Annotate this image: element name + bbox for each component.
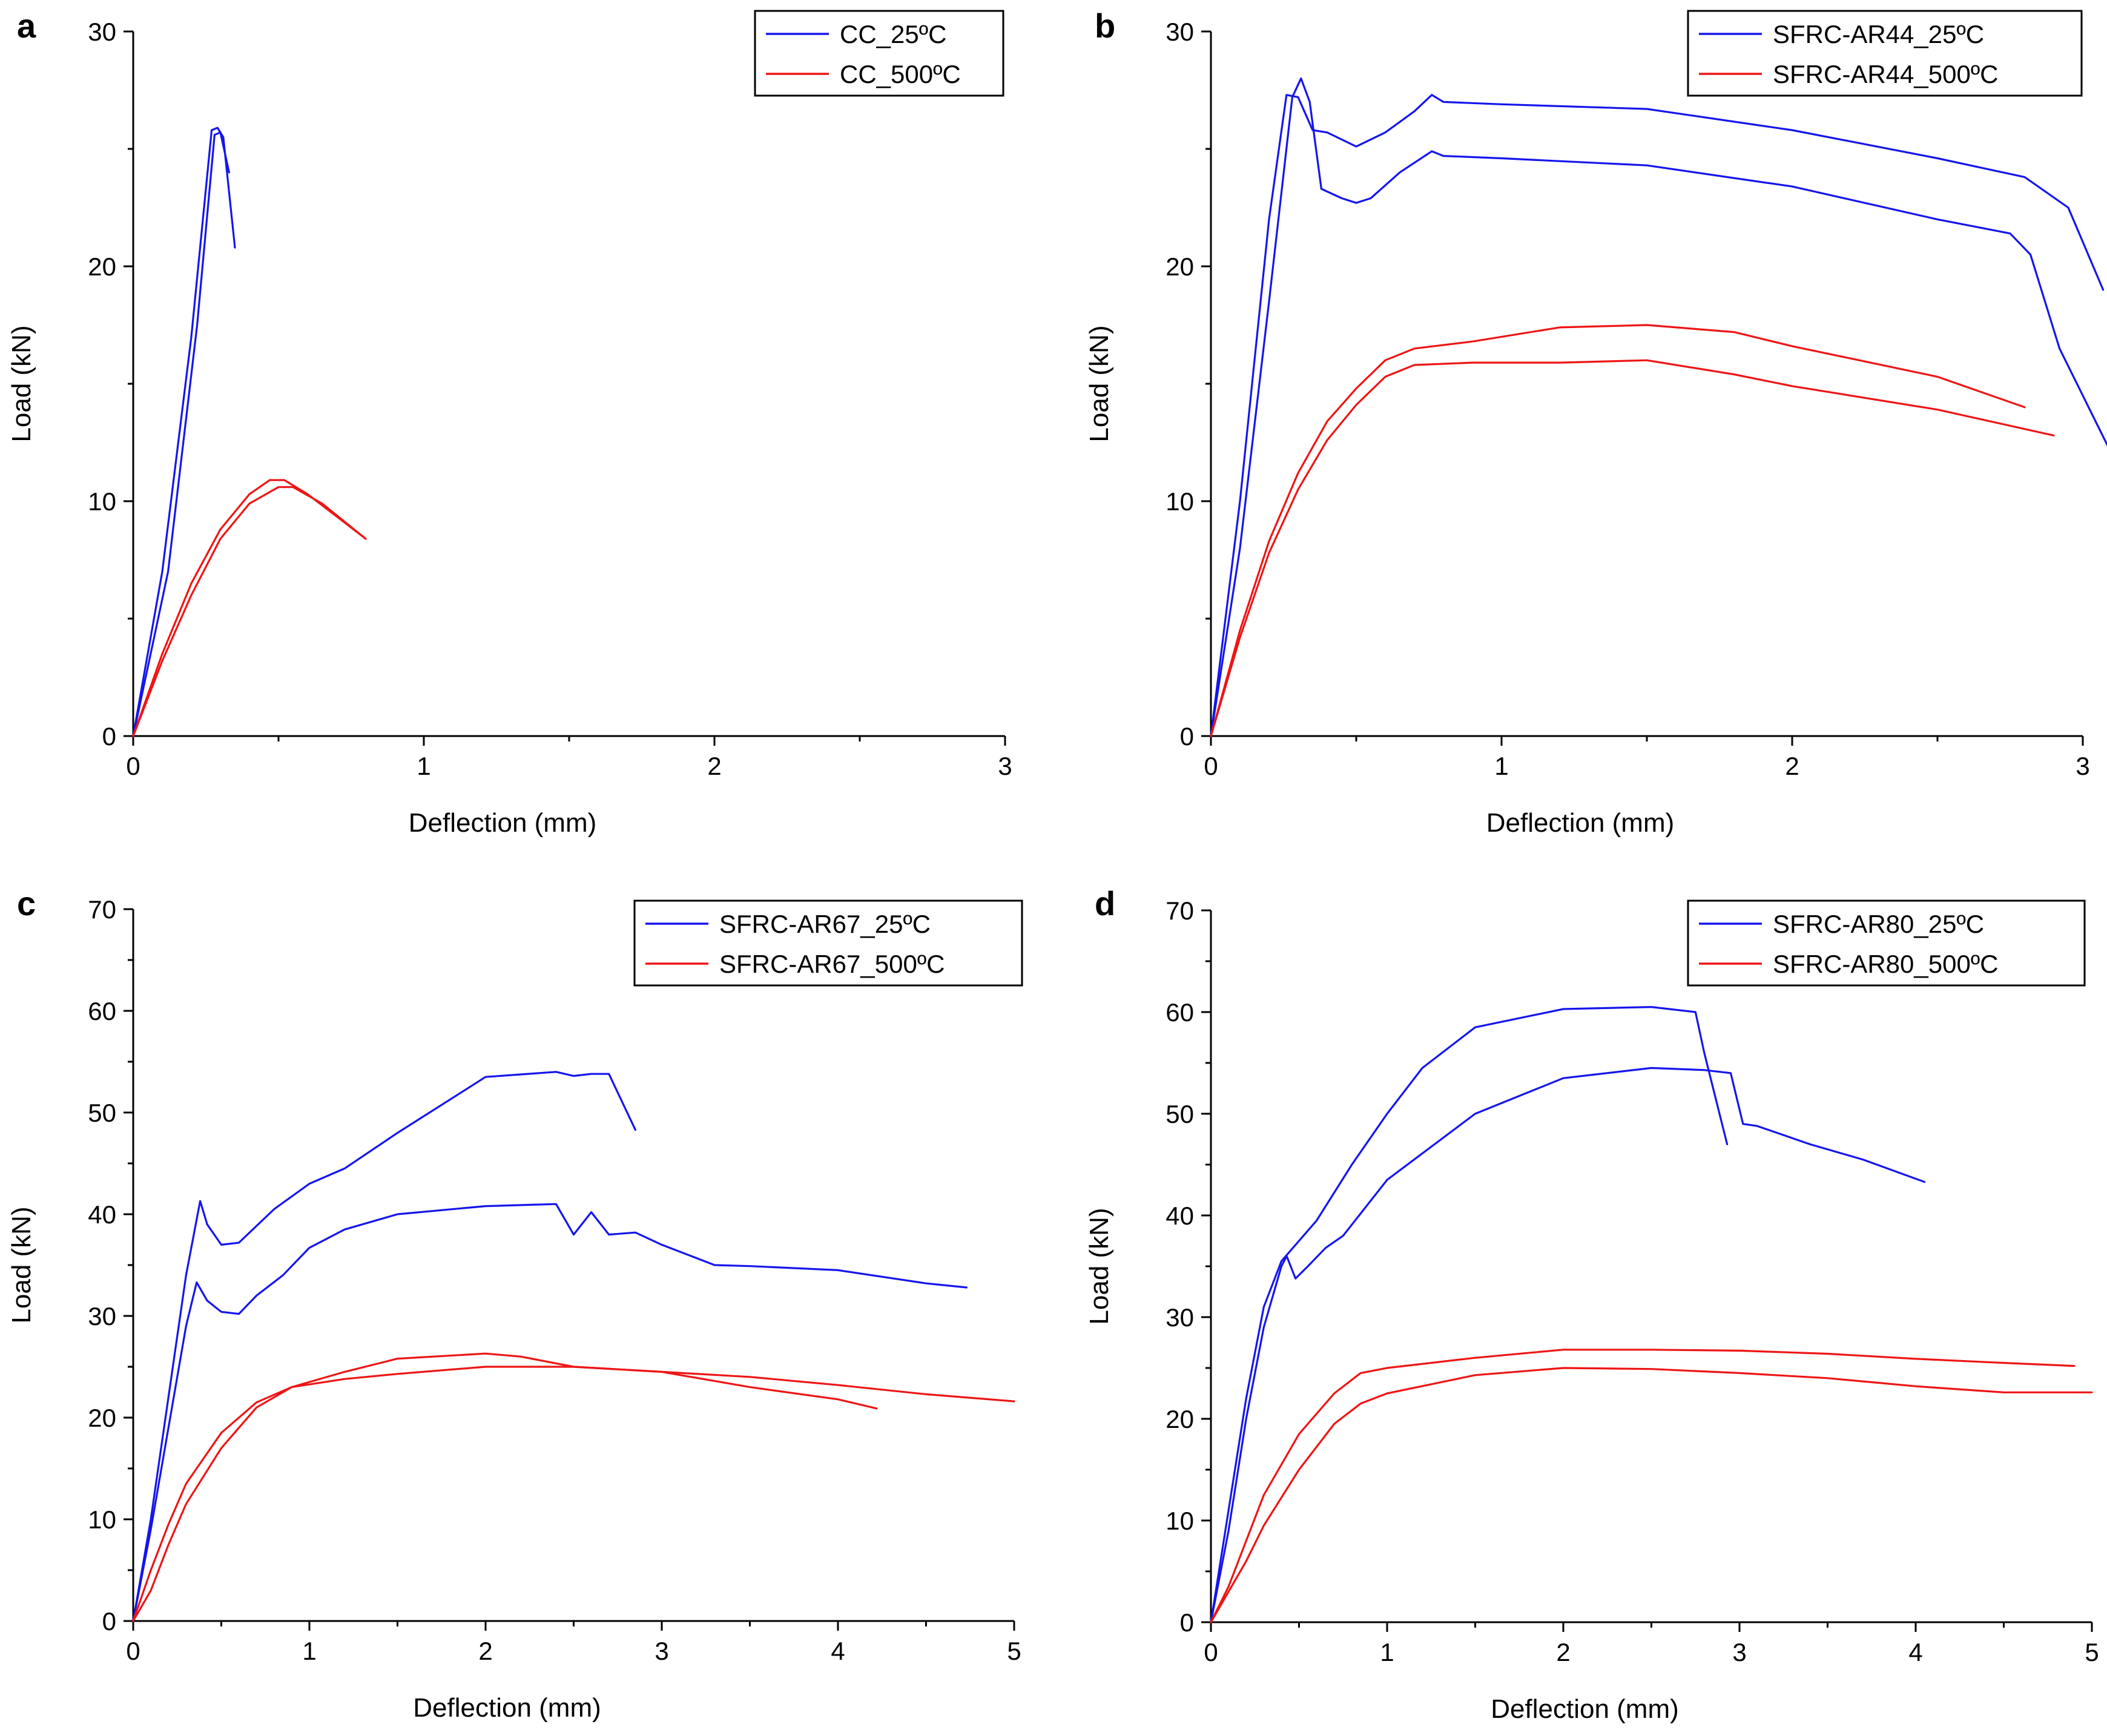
x-tick-label: 0	[126, 752, 140, 780]
y-tick-label: 60	[88, 997, 116, 1025]
y-axis-title: Load (kN)	[1084, 1208, 1114, 1324]
series-line	[1210, 1349, 2076, 1623]
series-line	[132, 479, 367, 737]
y-tick-label: 20	[88, 1404, 116, 1432]
series-line	[1210, 324, 2026, 737]
legend: SFRC-AR44_25ºC SFRC-AR44_500ºC	[1687, 10, 2083, 97]
x-tick-label: 5	[2085, 1638, 2099, 1666]
y-tick-label: 20	[1166, 1405, 1194, 1433]
x-tick-label: 3	[1732, 1638, 1746, 1666]
series-line	[1210, 359, 2055, 737]
x-tick-label: 0	[126, 1637, 140, 1665]
legend-label: SFRC-AR67_500ºC	[719, 950, 945, 978]
y-tick-label: 0	[102, 1607, 116, 1636]
series-line	[132, 131, 230, 737]
x-tick-label: 2	[707, 752, 721, 780]
y-tick-label: 0	[1180, 1608, 1194, 1637]
x-tick-label: 2	[1785, 752, 1799, 780]
series-line	[132, 1366, 1015, 1622]
y-tick-label: 40	[88, 1200, 116, 1229]
legend-box	[633, 899, 1023, 987]
panel-letter-a: a	[17, 7, 36, 45]
legend-label: SFRC-AR44_25ºC	[1773, 20, 1984, 48]
series-line	[132, 486, 367, 737]
x-tick-label: 2	[478, 1637, 492, 1665]
y-tick-label: 20	[88, 252, 116, 281]
y-tick-label: 30	[88, 18, 116, 46]
y-tick-label: 10	[1166, 487, 1194, 516]
legend-label: SFRC-AR80_500ºC	[1773, 950, 1998, 978]
y-axis-title: Load (kN)	[1084, 325, 1114, 442]
x-axis-title: Deflection (mm)	[409, 808, 597, 838]
series-line	[1210, 1005, 1729, 1623]
legend-box	[754, 10, 1004, 97]
y-tick-label: 30	[88, 1302, 116, 1330]
x-tick-label: 0	[1204, 752, 1218, 780]
y-tick-label: 70	[88, 895, 116, 924]
series-line	[132, 1203, 968, 1622]
y-tick-label: 30	[1166, 1303, 1194, 1332]
x-tick-label: 1	[302, 1637, 316, 1665]
y-tick-label: 30	[1166, 18, 1194, 46]
y-tick-label: 50	[1166, 1100, 1194, 1128]
y-tick-label: 50	[88, 1099, 116, 1127]
x-tick-label: 0	[1204, 1638, 1218, 1666]
x-tick-label: 3	[655, 1637, 668, 1665]
legend-label: SFRC-AR67_25ºC	[719, 910, 931, 938]
x-tick-label: 1	[1380, 1638, 1394, 1666]
x-axis-title: Deflection (mm)	[1491, 1694, 1679, 1724]
y-tick-label: 10	[88, 487, 116, 516]
x-tick-label: 5	[1007, 1637, 1021, 1665]
y-tick-label: 60	[1166, 998, 1194, 1027]
y-tick-label: 0	[1180, 722, 1194, 751]
x-axis-title: Deflection (mm)	[413, 1693, 601, 1723]
panel-letter-c: c	[17, 884, 36, 922]
y-tick-label: 0	[102, 722, 116, 751]
y-tick-label: 10	[1166, 1507, 1194, 1535]
y-tick-label: 10	[88, 1505, 116, 1534]
legend: CC_25ºC CC_500ºC	[754, 10, 1004, 97]
y-tick-label: 40	[1166, 1202, 1194, 1230]
x-tick-label: 3	[998, 752, 1012, 780]
x-tick-label: 3	[2076, 752, 2089, 780]
x-tick-label: 4	[1908, 1638, 1922, 1666]
y-axis-title: Load (kN)	[7, 325, 36, 442]
legend-label: SFRC-AR44_500ºC	[1773, 60, 1998, 88]
legend-box	[1687, 10, 2083, 97]
y-tick-label: 70	[1166, 896, 1194, 925]
x-tick-label: 4	[831, 1637, 845, 1665]
legend-box	[1687, 899, 2086, 987]
series-line	[1210, 1367, 2093, 1623]
series-line	[1210, 94, 2105, 737]
series-line	[132, 1352, 878, 1622]
panel-letter-b: b	[1095, 7, 1115, 45]
series-line	[132, 127, 236, 737]
legend: SFRC-AR67_25ºC SFRC-AR67_500ºC	[633, 899, 1023, 987]
x-tick-label: 1	[1494, 752, 1508, 780]
x-tick-label: 2	[1556, 1638, 1570, 1666]
series-line	[1210, 1067, 1926, 1623]
legend: SFRC-AR80_25ºC SFRC-AR80_500ºC	[1687, 899, 2086, 987]
y-axis-title: Load (kN)	[7, 1206, 36, 1323]
legend-label: CC_500ºC	[840, 60, 961, 88]
y-tick-label: 20	[1166, 252, 1194, 281]
legend-label: CC_25ºC	[840, 20, 946, 48]
x-tick-label: 1	[417, 752, 430, 780]
legend-label: SFRC-AR80_25ºC	[1773, 910, 1984, 938]
x-axis-title: Deflection (mm)	[1486, 808, 1675, 838]
series-line	[132, 1071, 637, 1622]
panel-letter-d: d	[1095, 884, 1115, 922]
series-line	[1210, 77, 2107, 737]
